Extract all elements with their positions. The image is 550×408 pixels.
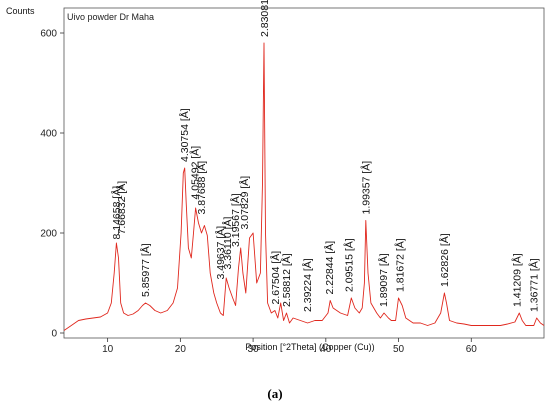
peak-label: 3.36110 [Å] xyxy=(221,216,234,269)
y-axis-ticks: 0 200 400 600 xyxy=(40,29,64,340)
y-tick-label: 400 xyxy=(40,129,57,140)
peak-label: 3.49637 [Å] xyxy=(214,226,227,280)
peak-label: 3.19567 [Å] xyxy=(229,193,242,247)
peak-label: 1.62826 [Å] xyxy=(438,233,451,287)
chart-title: Uivo powder Dr Maha xyxy=(67,12,154,22)
peak-label: 1.99357 [Å] xyxy=(359,161,372,215)
x-tick-label: 10 xyxy=(102,344,114,355)
peak-label: 3.87688 [Å] xyxy=(195,161,208,215)
peak-label: 2.09515 [Å] xyxy=(343,238,356,292)
x-tick-label: 30 xyxy=(248,344,260,355)
peak-label: 4.05492 [Å] xyxy=(188,146,201,200)
y-tick-label: 0 xyxy=(51,329,57,340)
peak-label: 5.85977 [Å] xyxy=(139,243,152,297)
x-tick-label: 60 xyxy=(466,344,478,355)
x-tick-label: 40 xyxy=(320,344,332,355)
peak-label: 7.66832 [Å] xyxy=(115,181,128,235)
peak-label: 4.30754 [Å] xyxy=(178,108,191,162)
peak-label: 2.83081 [Å] xyxy=(258,0,271,37)
x-tick-label: 20 xyxy=(175,344,187,355)
peak-label: 3.07829 [Å] xyxy=(238,176,251,230)
peak-label: 2.22844 [Å] xyxy=(323,241,336,295)
figure-caption: (a) xyxy=(267,386,282,401)
plot-frame xyxy=(63,7,545,339)
peak-label: 2.67504 [Å] xyxy=(269,251,282,305)
y-axis-label: Counts xyxy=(6,6,35,16)
peak-label: 8.14658 [Å] xyxy=(110,186,123,240)
peak-label: 1.36771 [Å] xyxy=(527,258,540,312)
peak-label: 1.81672 [Å] xyxy=(394,238,407,292)
x-tick-label: 50 xyxy=(393,344,405,355)
y-tick-label: 600 xyxy=(40,29,57,40)
peak-label: 1.41209 [Å] xyxy=(511,253,524,307)
peak-label: 2.58812 [Å] xyxy=(280,253,293,307)
plot-area xyxy=(63,7,545,339)
x-axis-label: Position [°2Theta] (Copper (Cu)) xyxy=(245,342,374,352)
peak-label: 2.39224 [Å] xyxy=(301,258,314,312)
peak-labels: 8.14658 [Å]7.66832 [Å] 5.85977 [Å] 4.30754… xyxy=(110,0,540,312)
diffraction-pattern-line xyxy=(63,42,545,331)
y-tick-label: 200 xyxy=(40,229,57,240)
x-axis-ticks: 10 20 30 40 50 60 xyxy=(102,338,477,355)
peak-label: 1.89097 [Å] xyxy=(377,253,390,307)
